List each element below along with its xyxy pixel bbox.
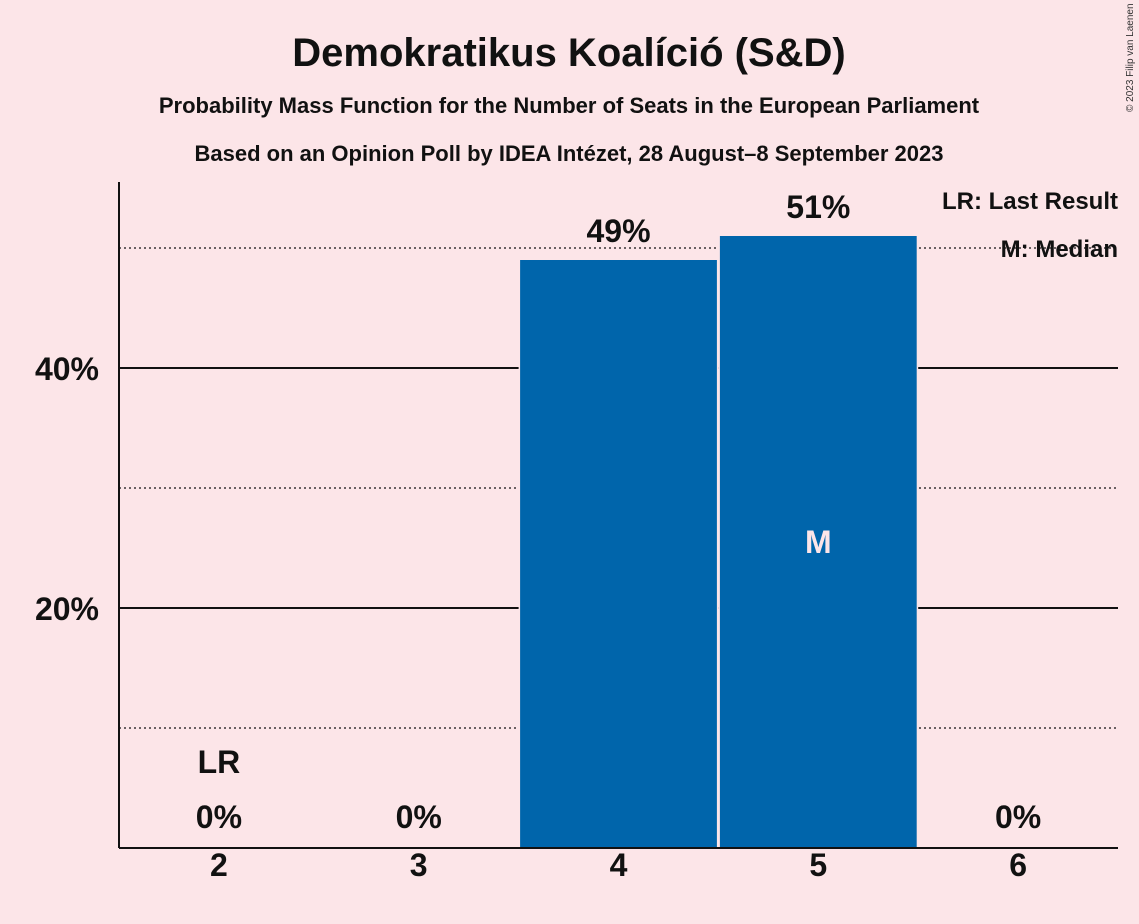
data-label: 49% xyxy=(586,213,650,249)
x-tick-label: 5 xyxy=(809,847,827,883)
data-label: 0% xyxy=(196,799,242,835)
median-marker: M xyxy=(805,524,832,560)
bar xyxy=(719,236,917,848)
legend-median: M: Median xyxy=(1001,236,1118,263)
x-tick-label: 6 xyxy=(1009,847,1027,883)
legend-last-result: LR: Last Result xyxy=(942,188,1118,215)
data-label: 0% xyxy=(995,799,1041,835)
x-tick-label: 3 xyxy=(410,847,428,883)
data-label: 51% xyxy=(786,189,850,225)
copyright-text: © 2023 Filip van Laenen xyxy=(1125,3,1136,112)
x-tick-label: 4 xyxy=(610,847,628,883)
chart-subtitle: Probability Mass Function for the Number… xyxy=(159,93,980,118)
bar xyxy=(520,260,717,848)
y-tick-label: 40% xyxy=(35,351,99,387)
x-tick-label: 2 xyxy=(210,847,228,883)
chart-title: Demokratikus Koalíció (S&D) xyxy=(292,31,845,75)
y-tick-label: 20% xyxy=(35,591,99,627)
bars xyxy=(518,234,919,848)
data-label: 0% xyxy=(396,799,442,835)
chart-subtitle-poll: Based on an Opinion Poll by IDEA Intézet… xyxy=(195,141,944,166)
last-result-marker: LR xyxy=(198,744,241,780)
axes xyxy=(118,182,1118,849)
labels: 20% 40% 0% 2 LR 0% 3 49% 4 51% 5 M 0% 6 xyxy=(35,189,1041,883)
